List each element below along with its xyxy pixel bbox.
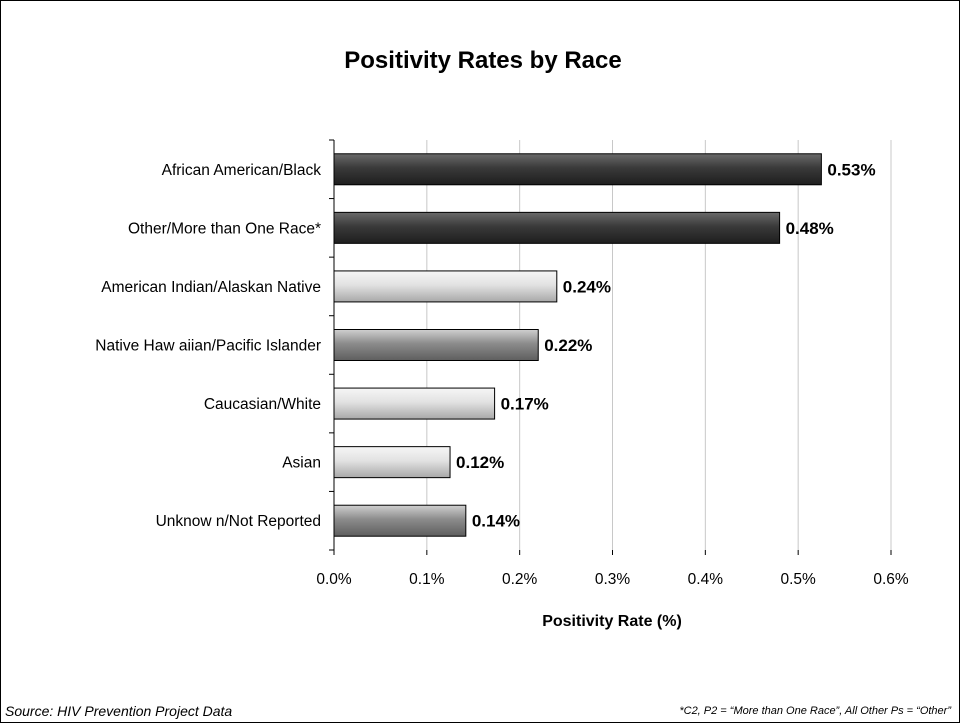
bar-5 [333,387,496,420]
x-tick-label: 0.2% [502,571,538,588]
data-label: 0.53% [827,160,875,179]
x-tick-label: 0.1% [409,571,445,588]
category-label: Native Haw aiian/Pacific Islander [95,338,321,355]
bar-1 [333,153,822,186]
bar-7 [333,504,467,537]
data-label: 0.12% [456,453,504,472]
category-label: American Indian/Alaskan Native [101,279,321,296]
plot-area: 0.0% 0.1% 0.2% 0.3% 0.4% 0.5% 0.6% African Amer… [95,139,909,588]
data-label: 0.22% [544,336,592,355]
x-tick-label: 0.5% [780,571,816,588]
x-tick-label: 0.3% [595,571,631,588]
data-label: 0.24% [563,277,611,296]
bar-4 [333,329,539,361]
x-tick-label: 0.4% [688,571,724,588]
footnote: *C2, P2 = “More than One Race”, All Othe… [679,705,951,717]
category-label: Asian [282,455,321,472]
data-label: 0.17% [501,395,549,414]
category-label: Caucasian/White [204,396,321,413]
x-tick-label: 0.0% [316,571,352,588]
source-note: Source: HIV Prevention Project Data [5,703,233,719]
x-tick-label: 0.6% [873,571,909,588]
x-axis-title: Positivity Rate (%) [542,613,682,630]
bar-3 [333,270,558,303]
data-label: 0.48% [786,219,834,238]
data-label: 0.14% [472,512,520,531]
bar-2 [333,211,781,244]
category-label: Unknow n/Not Reported [156,513,321,530]
category-label: Other/More than One Race* [128,220,321,237]
chart-title: Positivity Rates by Race [344,47,621,74]
category-label: African American/Black [162,162,322,179]
bar-6 [333,446,451,479]
